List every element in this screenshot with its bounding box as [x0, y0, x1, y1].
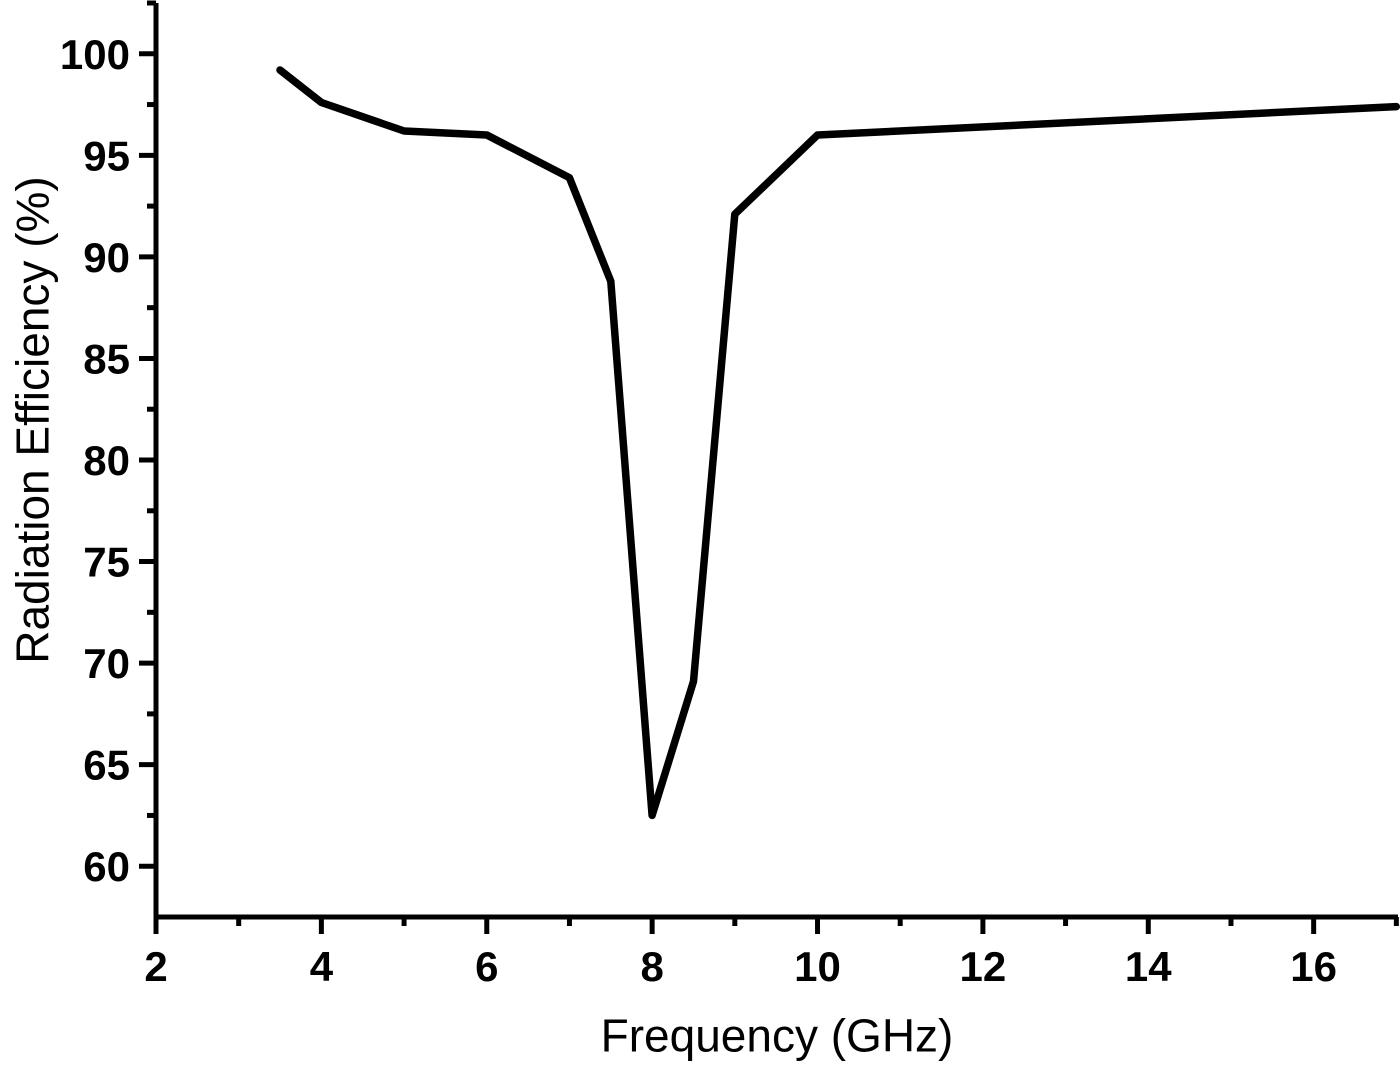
y-axis-title: Radiation Efficiency (%) [6, 176, 59, 664]
x-tick-label: 12 [960, 943, 1007, 990]
series-line-radiation-efficiency [276, 66, 1400, 820]
x-tick-label: 2 [144, 943, 167, 990]
y-tick-label: 65 [83, 742, 130, 789]
y-tick-label: 70 [83, 640, 130, 687]
y-tick-label: 75 [83, 539, 130, 586]
x-tick-label: 6 [475, 943, 498, 990]
y-tick-label: 90 [83, 234, 130, 281]
x-tick-label: 8 [640, 943, 663, 990]
x-tick-label: 4 [310, 943, 334, 990]
y-tick-label: 95 [83, 132, 130, 179]
x-tick-label: 14 [1125, 943, 1172, 990]
y-tick-label: 80 [83, 437, 130, 484]
axis-spines [153, 3, 1398, 920]
y-tick-label: 100 [60, 31, 130, 78]
y-tick-label: 60 [83, 843, 130, 890]
x-tick-label: 10 [794, 943, 841, 990]
x-axis-title: Frequency (GHz) [600, 1009, 954, 1062]
x-tick-label: 16 [1290, 943, 1337, 990]
y-tick-label: 85 [83, 335, 130, 382]
